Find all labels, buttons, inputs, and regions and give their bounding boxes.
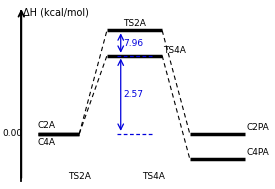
Text: 2.57: 2.57 [123, 90, 143, 99]
Text: C2PA: C2PA [246, 123, 269, 132]
Text: C4PA: C4PA [246, 148, 269, 157]
Text: 0.00: 0.00 [2, 129, 23, 138]
Text: ΔH (kcal/mol): ΔH (kcal/mol) [23, 7, 89, 17]
Text: TS4A: TS4A [164, 46, 186, 55]
Text: TS4A: TS4A [142, 172, 165, 181]
Text: TS2A: TS2A [68, 172, 91, 181]
Text: 7.96: 7.96 [123, 39, 143, 48]
Text: C2A: C2A [38, 121, 56, 130]
Text: TS2A: TS2A [123, 19, 146, 28]
Text: C4A: C4A [38, 138, 56, 147]
